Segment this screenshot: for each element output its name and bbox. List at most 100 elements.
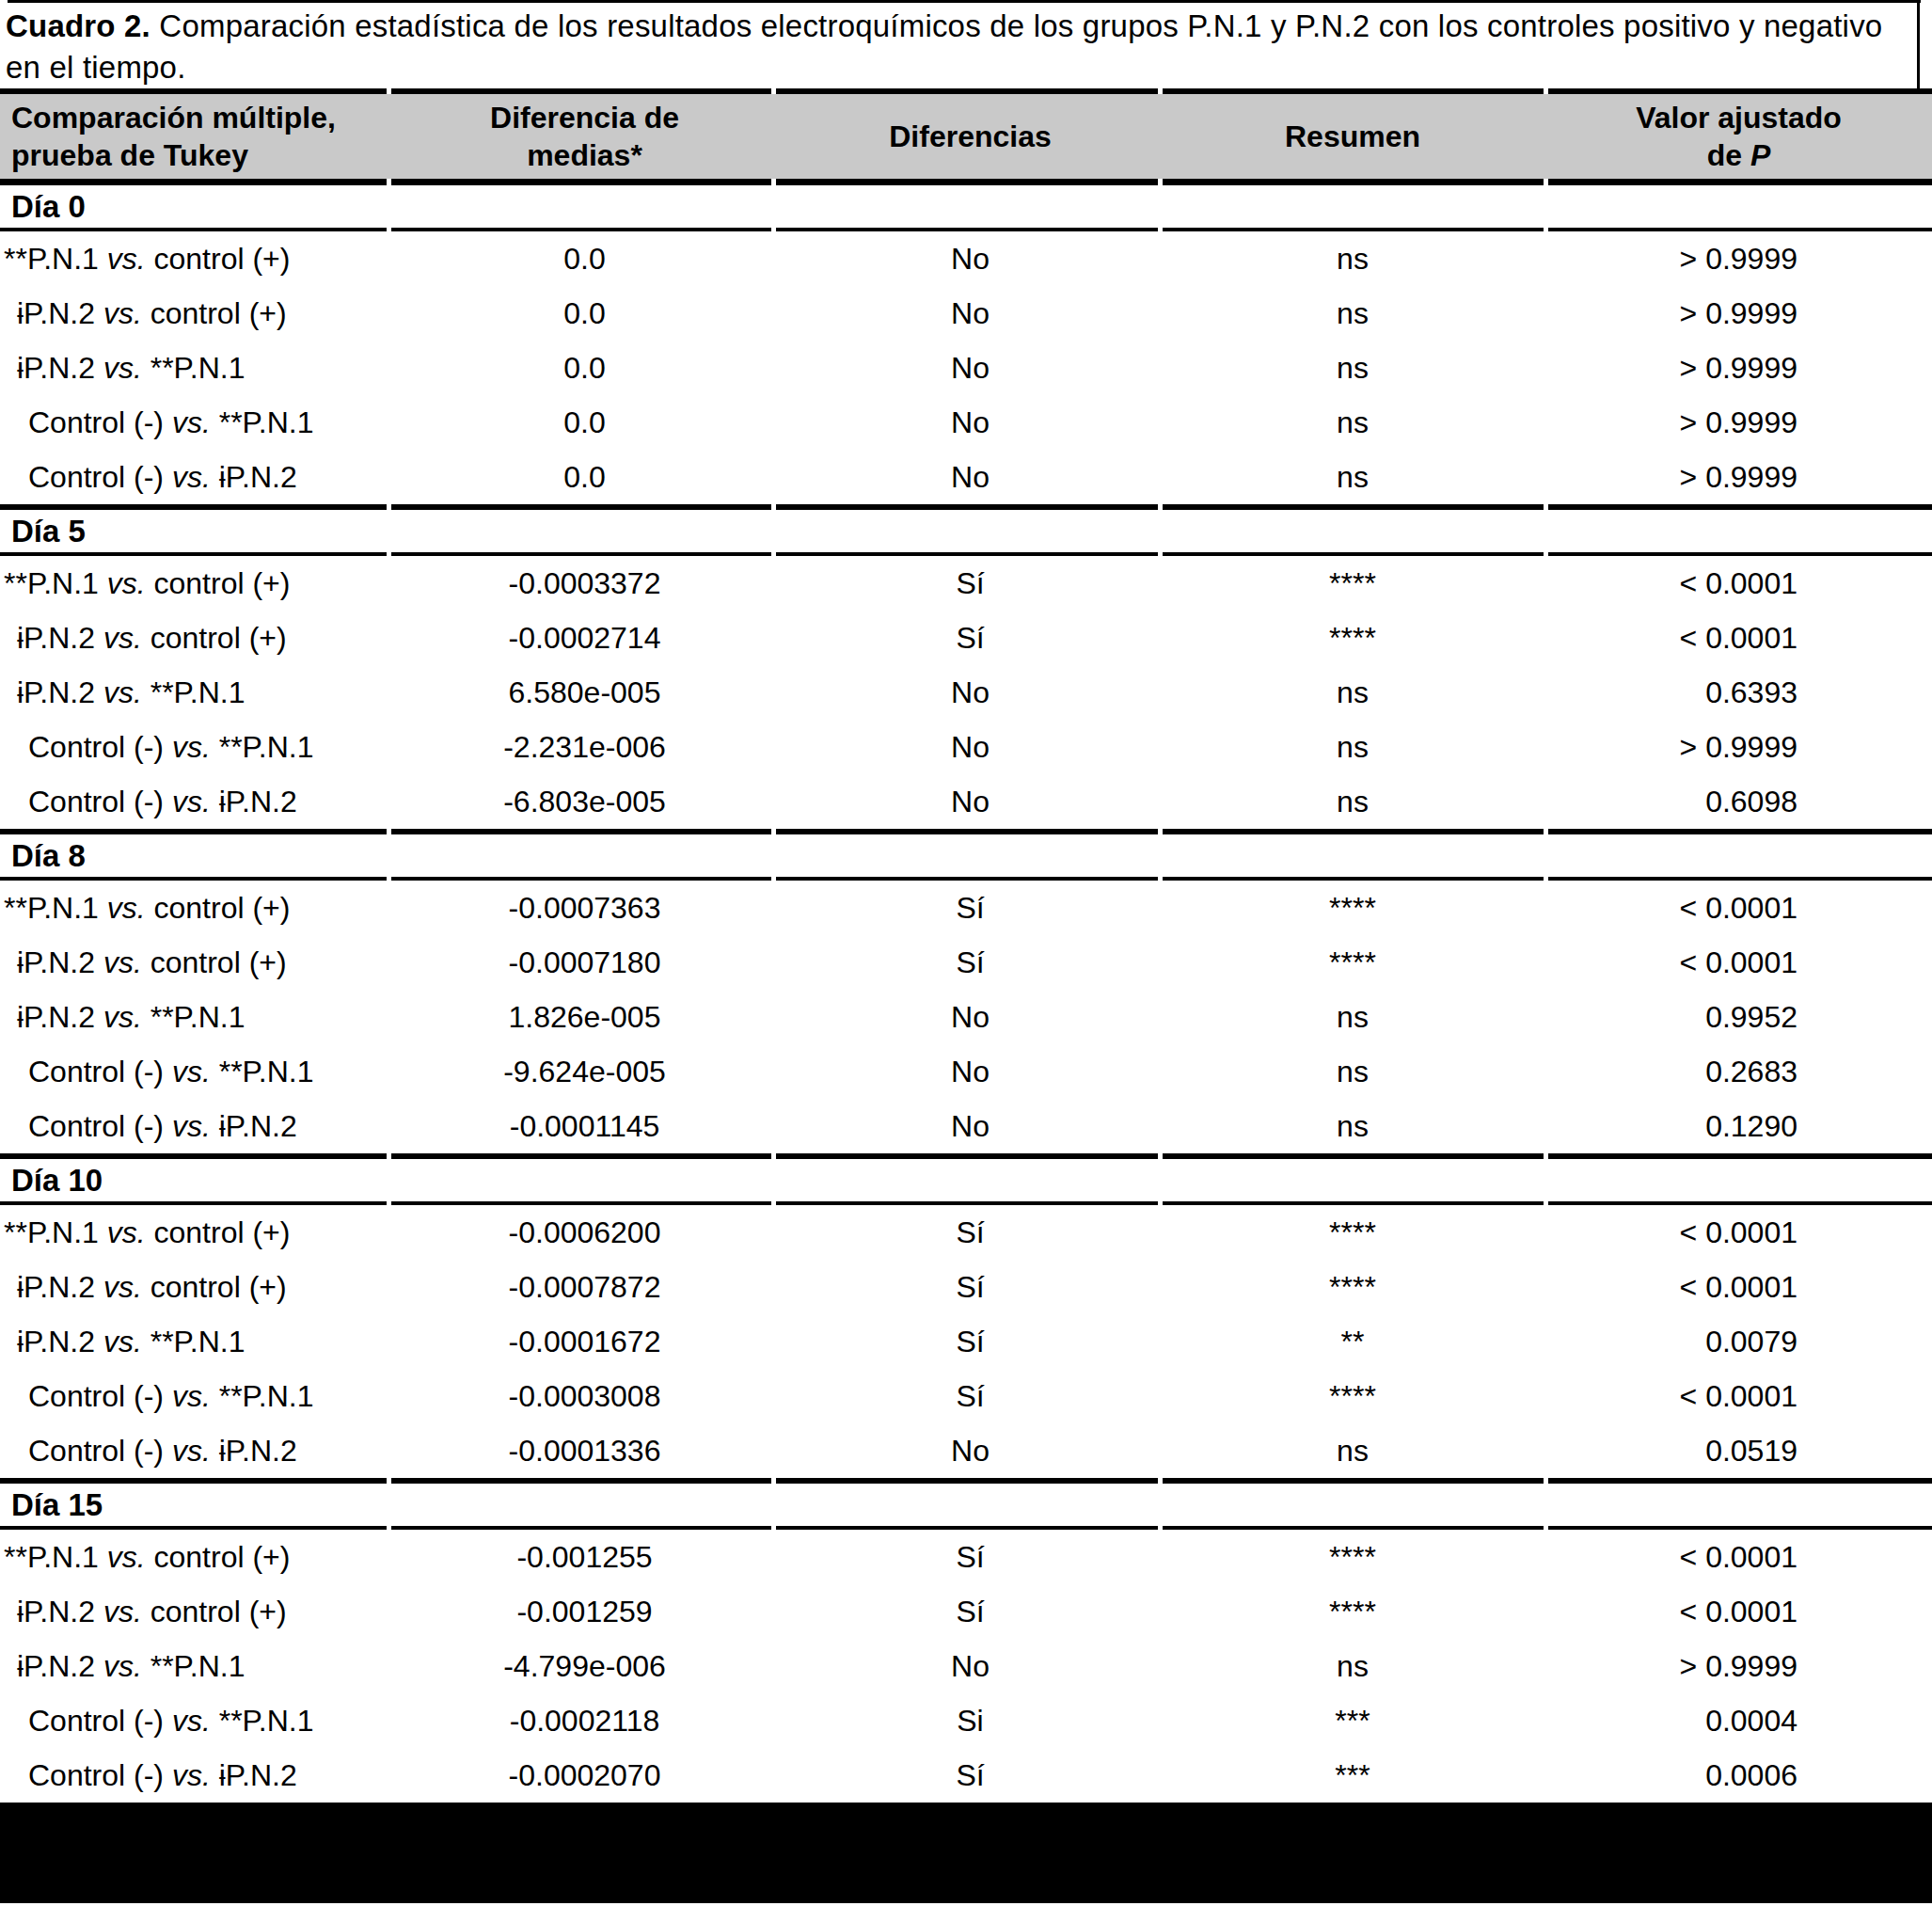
- cell-p-value: 0.0519: [1545, 1434, 1932, 1469]
- table-row: ɨP.N.2 vs. **P.N.1-4.799e-006Nons> 0.999…: [0, 1639, 1932, 1693]
- table-row: Control (-) vs. **P.N.1-0.0003008Sí****<…: [0, 1369, 1932, 1423]
- cell-comparison: ɨP.N.2 vs. **P.N.1: [0, 675, 388, 710]
- vs-label: vs.: [103, 1649, 142, 1683]
- cell-comparison: **P.N.1 vs. control (+): [0, 1215, 388, 1250]
- cell-significance: ns: [1160, 1109, 1545, 1144]
- vs-label: vs.: [107, 891, 146, 925]
- table-row: Control (-) vs. ɨP.N.2-0.0002070Sí***0.0…: [0, 1748, 1932, 1803]
- cell-comparison: ɨP.N.2 vs. control (+): [0, 296, 388, 331]
- cell-mean-difference: -0.001255: [388, 1540, 781, 1575]
- cell-significance: ***: [1160, 1704, 1545, 1739]
- cell-mean-difference: -4.799e-006: [388, 1649, 781, 1684]
- cell-mean-difference: -0.0007872: [388, 1270, 781, 1305]
- page-top-rule: [8, 0, 1921, 3]
- vs-label: vs.: [107, 1215, 146, 1249]
- cell-significance: ****: [1160, 1379, 1545, 1414]
- vs-label: vs.: [103, 675, 142, 709]
- cell-p-value: > 0.9999: [1545, 296, 1932, 331]
- day-section-header: Día 5: [0, 510, 1932, 552]
- vs-label: vs.: [107, 566, 146, 600]
- table-body: Día 0**P.N.1 vs. control (+)0.0Nons> 0.9…: [0, 185, 1932, 1803]
- day-section-header: Día 10: [0, 1159, 1932, 1201]
- vs-label: vs.: [103, 621, 142, 655]
- vs-label: vs.: [172, 460, 211, 494]
- table-row: **P.N.1 vs. control (+)-0.001255Sí****< …: [0, 1530, 1932, 1584]
- table-row: ɨP.N.2 vs. **P.N.11.826e-005Nons0.9952: [0, 990, 1932, 1044]
- cell-comparison: Control (-) vs. ɨP.N.2: [0, 1434, 388, 1469]
- cell-p-value: > 0.9999: [1545, 351, 1932, 386]
- vs-label: vs.: [107, 242, 146, 276]
- cell-comparison: Control (-) vs. **P.N.1: [0, 405, 388, 440]
- cell-comparison: ɨP.N.2 vs. control (+): [0, 621, 388, 656]
- cell-different: Sí: [781, 621, 1160, 656]
- cell-p-value: < 0.0001: [1545, 1379, 1932, 1414]
- cell-comparison: Control (-) vs. ɨP.N.2: [0, 1758, 388, 1793]
- vs-label: vs.: [172, 730, 211, 764]
- cell-comparison: Control (-) vs. ɨP.N.2: [0, 785, 388, 819]
- cell-p-value: 0.0079: [1545, 1325, 1932, 1359]
- header-cell-summary: Resumen: [1160, 118, 1545, 155]
- day-section-header: Día 0: [0, 185, 1932, 228]
- vs-label: vs.: [103, 1325, 142, 1358]
- vs-label: vs.: [172, 1379, 211, 1413]
- cell-comparison: ɨP.N.2 vs. **P.N.1: [0, 351, 388, 386]
- header-bottom-border: [0, 179, 1932, 185]
- scan-edge-mark: [1917, 0, 1920, 88]
- table-row: Control (-) vs. ɨP.N.2-6.803e-005Nons0.6…: [0, 774, 1932, 829]
- vs-label: vs.: [172, 1109, 211, 1143]
- cell-different: Sí: [781, 891, 1160, 926]
- cell-significance: ns: [1160, 730, 1545, 765]
- cell-p-value: < 0.0001: [1545, 566, 1932, 601]
- header-cell-comparison: Comparación múltiple, prueba de Tukey: [0, 99, 388, 174]
- cell-comparison: Control (-) vs. **P.N.1: [0, 1704, 388, 1739]
- table-row: Control (-) vs. **P.N.1-9.624e-005Nons0.…: [0, 1044, 1932, 1099]
- cell-significance: ****: [1160, 621, 1545, 656]
- cell-significance: ****: [1160, 945, 1545, 980]
- cell-p-value: 0.2683: [1545, 1055, 1932, 1089]
- cell-significance: ns: [1160, 1649, 1545, 1684]
- table-caption-text: Comparación estadística de los resultado…: [6, 8, 1882, 85]
- cell-different: No: [781, 405, 1160, 440]
- cell-significance: ****: [1160, 566, 1545, 601]
- cell-different: Sí: [781, 1595, 1160, 1629]
- cell-comparison: **P.N.1 vs. control (+): [0, 891, 388, 926]
- cell-different: Sí: [781, 566, 1160, 601]
- cell-p-value: > 0.9999: [1545, 460, 1932, 495]
- table-row: Control (-) vs. **P.N.1-0.0002118Si***0.…: [0, 1693, 1932, 1748]
- cell-mean-difference: -0.0002714: [388, 621, 781, 656]
- vs-label: vs.: [172, 785, 211, 818]
- cell-different: Si: [781, 1704, 1160, 1739]
- vs-label: vs.: [103, 945, 142, 979]
- cell-different: Sí: [781, 1215, 1160, 1250]
- cell-significance: ns: [1160, 675, 1545, 710]
- cell-mean-difference: -0.0007180: [388, 945, 781, 980]
- day-section-header: Día 15: [0, 1484, 1932, 1526]
- table-row: **P.N.1 vs. control (+)-0.0007363Sí****<…: [0, 881, 1932, 935]
- vs-label: vs.: [172, 1704, 211, 1738]
- cell-p-value: 0.0004: [1545, 1704, 1932, 1739]
- cell-comparison: Control (-) vs. **P.N.1: [0, 1055, 388, 1089]
- cell-p-value: 0.9952: [1545, 1000, 1932, 1035]
- table-bottom-bar: [0, 1803, 1932, 1903]
- cell-mean-difference: 6.580e-005: [388, 675, 781, 710]
- cell-different: No: [781, 1000, 1160, 1035]
- cell-different: No: [781, 1649, 1160, 1684]
- cell-significance: ***: [1160, 1758, 1545, 1793]
- table-header-row: Comparación múltiple, prueba de Tukey Di…: [0, 94, 1932, 179]
- table-row: ɨP.N.2 vs. control (+)-0.001259Sí****< 0…: [0, 1584, 1932, 1639]
- vs-label: vs.: [172, 1434, 211, 1468]
- cell-different: No: [781, 1055, 1160, 1089]
- cell-mean-difference: 0.0: [388, 242, 781, 277]
- cell-significance: ****: [1160, 1540, 1545, 1575]
- cell-comparison: ɨP.N.2 vs. **P.N.1: [0, 1000, 388, 1035]
- header-cell-adjusted-p: Valor ajustado de P: [1545, 99, 1932, 174]
- cell-p-value: < 0.0001: [1545, 891, 1932, 926]
- vs-label: vs.: [172, 405, 211, 439]
- cell-p-value: 0.6098: [1545, 785, 1932, 819]
- cell-p-value: < 0.0001: [1545, 1595, 1932, 1629]
- vs-label: vs.: [172, 1758, 211, 1792]
- cell-mean-difference: -0.0003372: [388, 566, 781, 601]
- cell-significance: ****: [1160, 1270, 1545, 1305]
- cell-different: No: [781, 1109, 1160, 1144]
- table-row: ɨP.N.2 vs. control (+)0.0Nons> 0.9999: [0, 286, 1932, 341]
